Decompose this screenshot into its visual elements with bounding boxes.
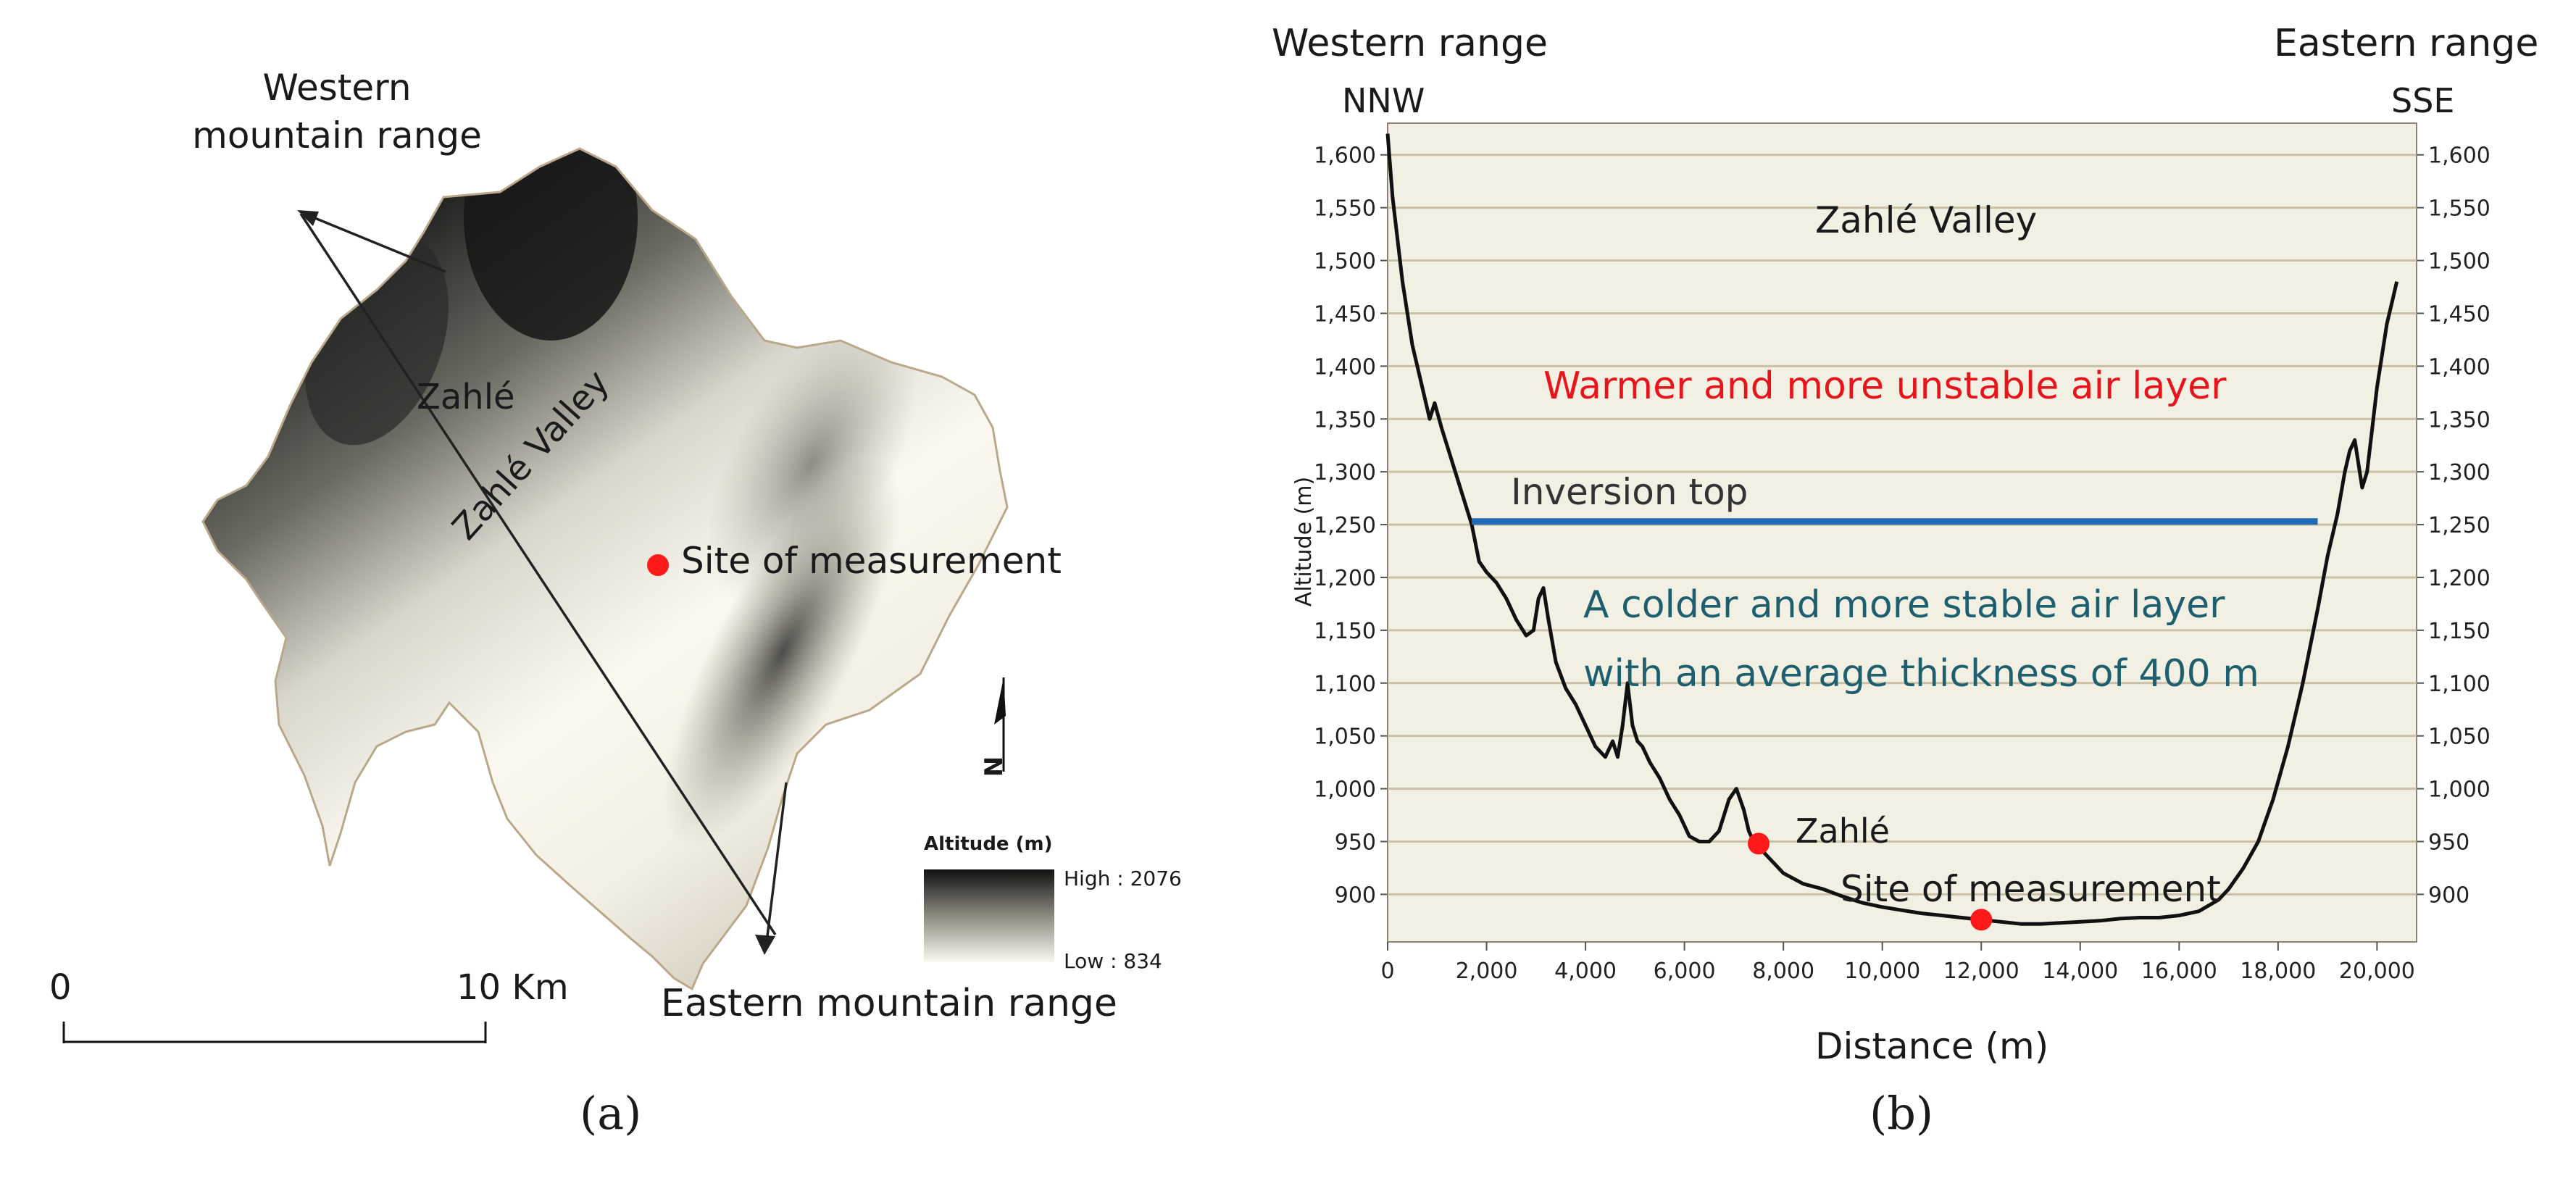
label-eastern-range: Eastern mountain range	[661, 982, 1117, 1025]
x-tick-label: 20,000	[2339, 959, 2415, 984]
legend-high: High : 2076	[1064, 867, 1182, 890]
north-arrow-label: N	[980, 756, 1009, 777]
panel-a-label: (a)	[580, 1087, 642, 1140]
y-tick-label-left: 1,150	[1314, 619, 1376, 644]
annotation-cold-layer-1: A colder and more stable air layer	[1583, 583, 2225, 627]
y-axis-title: Altitude (m)	[1291, 476, 1317, 607]
legend-title: Altitude (m)	[924, 833, 1053, 855]
y-tick-label-right: 1,600	[2428, 143, 2490, 169]
label-western-range: Western mountain range	[156, 64, 518, 159]
annotation-inversion: Inversion top	[1511, 471, 1748, 513]
label-top-right: Eastern range	[2274, 22, 2539, 65]
y-tick-label-right: 1,200	[2428, 566, 2490, 591]
x-tick-label: 14,000	[2042, 959, 2118, 984]
scale-end: 10 Km	[457, 967, 569, 1008]
annotation-valley: Zahlé Valley	[1815, 199, 2038, 241]
y-tick-label-right: 900	[2428, 882, 2469, 908]
tick-labels: 900 900 950 950 1,000 1,000 1,050 1,050 1,100 1,1…	[1314, 143, 2490, 984]
arrow-east-head	[755, 935, 775, 955]
y-tick-label-left: 1,250	[1314, 513, 1376, 538]
y-tick-label-left: 1,450	[1314, 301, 1376, 327]
y-tick-label-right: 1,150	[2428, 619, 2490, 644]
arrow-west-shaft	[304, 212, 446, 273]
y-tick-label-right: 1,500	[2428, 249, 2490, 275]
y-tick-label-right: 950	[2428, 830, 2469, 855]
x-tick-label: 16,000	[2141, 959, 2217, 984]
label-nnw: NNW	[1342, 81, 1425, 120]
scale-bar	[62, 1022, 487, 1043]
label-site: Site of measurement	[681, 540, 1062, 582]
x-tick-label: 0	[1380, 959, 1394, 984]
valley-map	[62, 147, 1054, 1043]
y-tick-label-right: 1,350	[2428, 407, 2490, 433]
point-site	[1970, 909, 1993, 931]
y-tick-label-left: 1,300	[1314, 460, 1376, 485]
annotation-warm-layer: Warmer and more unstable air layer	[1543, 364, 2227, 408]
site-marker	[647, 554, 669, 576]
y-tick-label-left: 1,100	[1314, 672, 1376, 697]
ticks	[1380, 154, 2424, 951]
label-top-left: Western range	[1272, 22, 1548, 65]
north-arrow-icon	[994, 677, 1006, 772]
x-tick-label: 2,000	[1456, 959, 1518, 984]
plot-area	[1387, 122, 2417, 943]
x-tick-label: 12,000	[1943, 959, 2019, 984]
x-tick-label: 6,000	[1654, 959, 1716, 984]
y-tick-label-left: 1,050	[1314, 725, 1376, 750]
label-western-line1: Western	[262, 67, 412, 109]
x-tick-label: 4,000	[1554, 959, 1617, 984]
y-tick-label-left: 1,200	[1314, 566, 1376, 591]
x-axis-title: Distance (m)	[1815, 1025, 2049, 1067]
y-tick-label-right: 1,000	[2428, 777, 2490, 803]
y-tick-label-right: 1,300	[2428, 460, 2490, 485]
y-tick-label-right: 1,100	[2428, 672, 2490, 697]
label-town: Zahlé	[417, 377, 515, 417]
y-tick-label-left: 1,500	[1314, 249, 1376, 275]
arrow-west-head	[297, 210, 319, 226]
arrow-east-shaft	[765, 782, 788, 943]
y-tick-label-right: 1,050	[2428, 725, 2490, 750]
label-sse: SSE	[2391, 81, 2455, 120]
series-profile-line	[1385, 133, 2399, 926]
panel-b-label: (b)	[1870, 1087, 1934, 1140]
point-zahle	[1748, 832, 1770, 855]
annotation-site: Site of measurement	[1841, 868, 2221, 910]
annotation-cold-layer-2: with an average thickness of 400 m	[1583, 652, 2259, 696]
y-tick-label-left: 1,550	[1314, 196, 1376, 222]
y-tick-label-left: 1,400	[1314, 354, 1376, 380]
x-tick-label: 10,000	[1844, 959, 1920, 984]
x-tick-label: 18,000	[2240, 959, 2316, 984]
y-tick-label-left: 1,000	[1314, 777, 1376, 803]
y-tick-label-right: 1,250	[2428, 513, 2490, 538]
scale-start: 0	[49, 967, 72, 1008]
annotation-town: Zahlé	[1796, 811, 1890, 851]
legend-low: Low : 834	[1064, 949, 1162, 973]
y-tick-label-left: 900	[1335, 882, 1376, 908]
y-tick-label-right: 1,450	[2428, 301, 2490, 327]
district-boundary	[201, 147, 1009, 991]
label-western-line2: mountain range	[192, 114, 482, 157]
gridlines	[1388, 154, 2417, 896]
transect-line	[299, 213, 777, 935]
x-tick-label: 8,000	[1752, 959, 1814, 984]
y-tick-label-left: 1,350	[1314, 407, 1376, 433]
y-tick-label-left: 950	[1335, 830, 1376, 855]
y-tick-label-right: 1,400	[2428, 354, 2490, 380]
y-tick-label-left: 1,600	[1314, 143, 1376, 169]
y-tick-label-right: 1,550	[2428, 196, 2490, 222]
legend-color-ramp	[924, 869, 1054, 962]
